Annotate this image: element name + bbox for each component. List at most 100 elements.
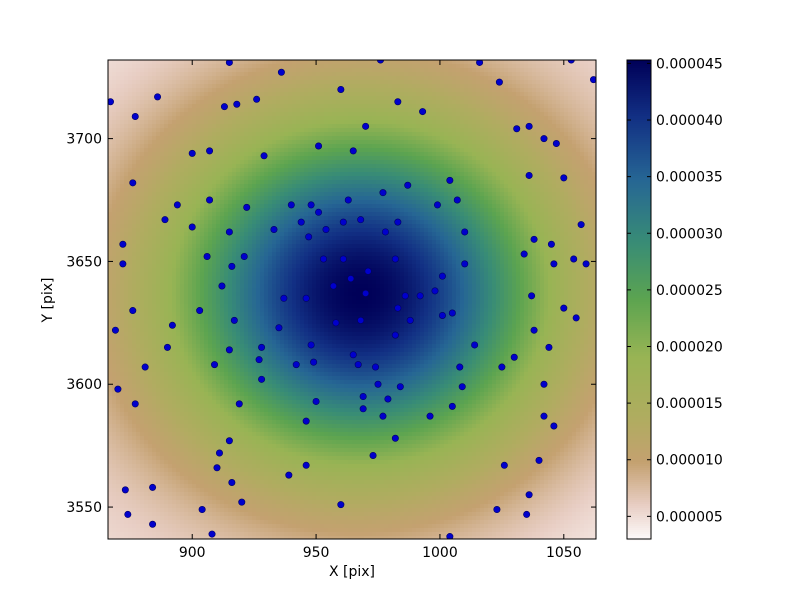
- scatter-point: [196, 307, 202, 313]
- scatter-point: [234, 101, 240, 107]
- scatter-point: [125, 511, 131, 517]
- scatter-point: [149, 521, 155, 527]
- scatter-point: [231, 317, 237, 323]
- scatter-point: [405, 182, 411, 188]
- scatter-point: [340, 256, 346, 262]
- scatter-point: [521, 251, 527, 257]
- colorbar-tick-label: 0.000025: [656, 283, 723, 299]
- colorbar-tick-label: 0.000030: [656, 226, 723, 242]
- scatter-point: [206, 197, 212, 203]
- scatter-point: [395, 219, 401, 225]
- scatter-point: [392, 256, 398, 262]
- scatter-point: [526, 123, 532, 129]
- y-tick-label: 3600: [66, 377, 102, 393]
- scatter-point: [561, 175, 567, 181]
- scatter-point: [174, 202, 180, 208]
- scatter-point: [276, 325, 282, 331]
- scatter-point: [132, 113, 138, 119]
- scatter-point: [303, 295, 309, 301]
- scatter-point: [362, 123, 368, 129]
- scatter-point: [459, 384, 465, 390]
- scatter-point: [149, 484, 155, 490]
- x-tick-label: 950: [303, 545, 330, 561]
- scatter-point: [514, 126, 520, 132]
- scatter-point: [216, 450, 222, 456]
- scatter-point: [380, 413, 386, 419]
- scatter-point: [271, 226, 277, 232]
- scatter-point: [313, 398, 319, 404]
- scatter-point: [303, 418, 309, 424]
- colorbar-tick-label: 0.000035: [656, 170, 723, 186]
- scatter-point: [546, 344, 552, 350]
- scatter-point: [241, 253, 247, 259]
- scatter-point: [236, 401, 242, 407]
- scatter-point: [380, 189, 386, 195]
- scatter-point: [541, 135, 547, 141]
- scatter-point: [338, 86, 344, 92]
- scatter-point: [120, 261, 126, 267]
- scatter-point: [278, 69, 284, 75]
- scatter-point: [221, 103, 227, 109]
- scatter-point: [256, 356, 262, 362]
- scatter-point: [402, 293, 408, 299]
- scatter-point: [434, 202, 440, 208]
- scatter-point: [226, 347, 232, 353]
- scatter-point: [308, 342, 314, 348]
- scatter-point: [142, 364, 148, 370]
- scatter-point: [462, 261, 468, 267]
- scatter-point: [189, 150, 195, 156]
- scatter-point: [355, 361, 361, 367]
- y-tick-label: 3650: [66, 254, 102, 270]
- colorbar-tick-label: 0.000005: [656, 509, 723, 525]
- scatter-point: [395, 305, 401, 311]
- scatter-point: [340, 219, 346, 225]
- scatter-point: [130, 180, 136, 186]
- scatter-point: [375, 381, 381, 387]
- scatter-point: [211, 361, 217, 367]
- scatter-point: [583, 261, 589, 267]
- scatter-point: [199, 506, 205, 512]
- scatter-point: [189, 224, 195, 230]
- scatter-point: [229, 479, 235, 485]
- colorbar-tick-label: 0.000045: [656, 56, 723, 72]
- scatter-point: [407, 317, 413, 323]
- scatter-point: [315, 209, 321, 215]
- scatter-point: [115, 386, 121, 392]
- scatter-point: [350, 148, 356, 154]
- scatter-point: [362, 290, 368, 296]
- scatter-point: [526, 172, 532, 178]
- scatter-point: [122, 487, 128, 493]
- scatter-point: [308, 202, 314, 208]
- scatter-point: [526, 492, 532, 498]
- scatter-point: [219, 283, 225, 289]
- scatter-point: [244, 204, 250, 210]
- scatter-point: [333, 320, 339, 326]
- y-axis-label: Y [pix]: [40, 278, 56, 324]
- scatter-point: [338, 501, 344, 507]
- scatter-point: [120, 241, 126, 247]
- scatter-point: [288, 202, 294, 208]
- scatter-point: [471, 342, 477, 348]
- heatmap-field: [108, 60, 597, 541]
- scatter-point: [305, 234, 311, 240]
- scatter-point: [449, 310, 455, 316]
- scatter-point: [573, 315, 579, 321]
- scatter-point: [164, 344, 170, 350]
- scatter-point: [286, 472, 292, 478]
- colorbar-tick-label: 0.000010: [656, 453, 723, 469]
- scatter-point: [449, 403, 455, 409]
- scatter-point: [462, 229, 468, 235]
- scatter-point: [528, 293, 534, 299]
- scatter-point: [395, 99, 401, 105]
- scatter-point: [571, 256, 577, 262]
- scatter-point: [226, 229, 232, 235]
- scatter-point: [112, 327, 118, 333]
- scatter-point: [447, 177, 453, 183]
- scatter-point: [370, 452, 376, 458]
- scatter-point: [206, 148, 212, 154]
- scatter-point: [204, 253, 210, 259]
- colorbar: [627, 60, 651, 541]
- colorbar-tick-label: 0.000015: [656, 396, 723, 412]
- scatter-point: [541, 381, 547, 387]
